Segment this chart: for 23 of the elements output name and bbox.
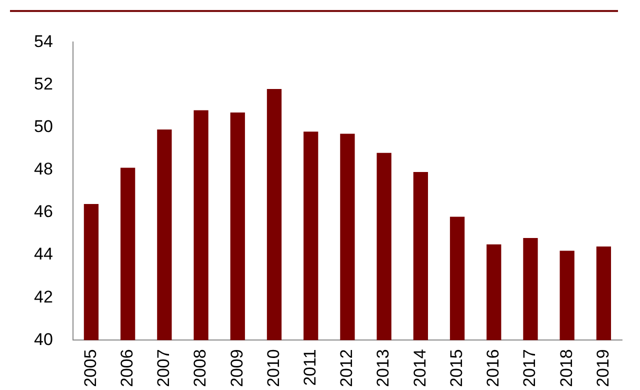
x-tick-label: 2015 — [446, 349, 466, 388]
x-tick-label: 2009 — [227, 349, 246, 388]
x-tick-label: 2010 — [264, 349, 283, 388]
x-tick-label: 2008 — [190, 349, 210, 388]
x-tick-label: 2019 — [593, 349, 612, 388]
y-tick-label: 42 — [34, 287, 53, 306]
y-tick-label: 48 — [34, 160, 53, 179]
x-tick-label: 2017 — [520, 349, 540, 388]
x-tick-label: 2013 — [374, 349, 393, 388]
y-tick-label: 50 — [34, 117, 53, 136]
x-tick-label: 2014 — [410, 349, 430, 388]
x-tick-label: 2016 — [484, 349, 503, 388]
y-tick-label: 44 — [34, 244, 53, 264]
x-tick-label: 2007 — [154, 349, 174, 388]
y-tick-label: 54 — [34, 32, 53, 51]
x-tick-label: 2011 — [300, 349, 320, 386]
y-tick-label: 40 — [34, 330, 53, 349]
x-tick-label: 2005 — [80, 349, 100, 388]
y-tick-label: 46 — [34, 202, 53, 222]
y-tick-label: 52 — [34, 74, 53, 94]
x-tick-label: 2012 — [337, 349, 356, 388]
x-tick-label: 2018 — [556, 349, 576, 388]
x-tick-label: 2006 — [118, 349, 137, 388]
